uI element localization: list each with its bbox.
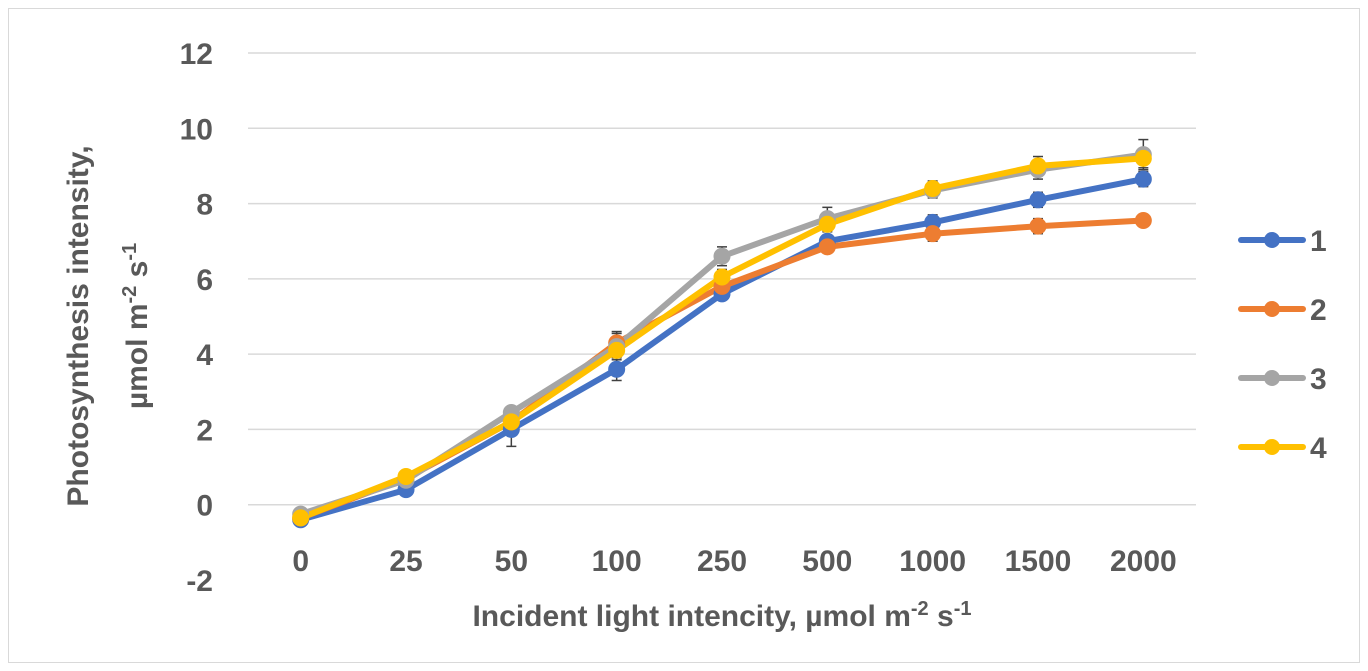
gridlines bbox=[248, 52, 1196, 506]
series-lines bbox=[297, 151, 1147, 523]
y-axis-title-line2: µmol m-2 s-1 bbox=[119, 243, 154, 409]
y-tick-label: -2 bbox=[186, 565, 213, 598]
data-point-series-4 bbox=[713, 268, 731, 286]
data-point-series-4 bbox=[292, 509, 310, 527]
x-tick-label: 0 bbox=[292, 545, 309, 578]
y-tick-label: 6 bbox=[196, 264, 213, 297]
data-point-series-4 bbox=[1134, 149, 1152, 167]
data-point-series-4 bbox=[1029, 157, 1047, 175]
x-tick-label: 1000 bbox=[899, 545, 966, 578]
y-tick-label: 10 bbox=[180, 113, 213, 146]
data-point-series-1 bbox=[1134, 170, 1152, 188]
series-points bbox=[292, 146, 1152, 529]
x-tick-label: 250 bbox=[697, 545, 747, 578]
legend-item-4: 4 bbox=[1238, 432, 1327, 465]
y-axis-ticks: -2 0 2 4 6 8 10 12 bbox=[180, 38, 214, 598]
series-line-4 bbox=[297, 155, 1147, 521]
legend-item-3: 3 bbox=[1238, 363, 1327, 396]
legend-label: 1 bbox=[1310, 225, 1327, 258]
data-point-series-4 bbox=[608, 341, 626, 359]
data-point-series-2 bbox=[1134, 212, 1152, 230]
legend-label: 3 bbox=[1310, 363, 1327, 396]
x-tick-label: 1500 bbox=[1005, 545, 1072, 578]
data-point-series-3 bbox=[713, 247, 731, 265]
data-point-series-2 bbox=[1029, 217, 1047, 235]
data-point-series-1 bbox=[1029, 191, 1047, 209]
data-point-series-2 bbox=[924, 225, 942, 243]
x-axis-ticks: 0 25 50 100 250 500 1000 1500 2000 bbox=[292, 545, 1176, 578]
y-tick-label: 4 bbox=[196, 339, 213, 372]
data-point-series-4 bbox=[502, 413, 520, 431]
x-tick-label: 50 bbox=[495, 545, 528, 578]
data-point-series-2 bbox=[818, 238, 836, 256]
legend-marker bbox=[1264, 301, 1280, 317]
legend-item-2: 2 bbox=[1238, 294, 1327, 327]
data-point-series-4 bbox=[924, 180, 942, 198]
y-axis-title-line1: Photosynthesis intensity, bbox=[62, 145, 95, 506]
series-line-3 bbox=[297, 151, 1147, 518]
data-point-series-4 bbox=[397, 467, 415, 485]
chart-frame bbox=[8, 8, 1360, 663]
legend-item-1: 1 bbox=[1238, 225, 1327, 258]
legend: 1 2 3 4 bbox=[1238, 225, 1327, 465]
legend-marker bbox=[1264, 439, 1280, 455]
y-tick-label: 0 bbox=[196, 490, 213, 523]
y-tick-label: 12 bbox=[180, 38, 213, 71]
legend-marker bbox=[1264, 232, 1280, 248]
data-point-series-1 bbox=[608, 360, 626, 378]
x-tick-label: 25 bbox=[389, 545, 422, 578]
legend-label: 2 bbox=[1310, 294, 1327, 327]
x-tick-label: 500 bbox=[802, 545, 852, 578]
x-tick-label: 2000 bbox=[1110, 545, 1177, 578]
y-tick-label: 2 bbox=[196, 414, 213, 447]
y-tick-label: 8 bbox=[196, 189, 213, 222]
x-axis-title: Incident light intencity, µmol m-2 s-1 bbox=[472, 598, 971, 633]
legend-label: 4 bbox=[1310, 432, 1327, 465]
data-point-series-4 bbox=[818, 215, 836, 233]
x-tick-label: 100 bbox=[592, 545, 642, 578]
legend-marker bbox=[1264, 370, 1280, 386]
